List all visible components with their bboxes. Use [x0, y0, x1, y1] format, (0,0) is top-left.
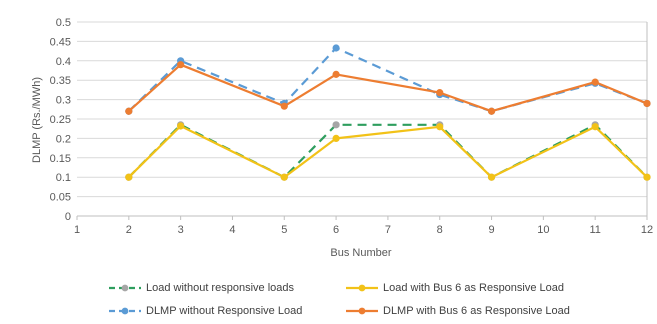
- legend-item: Load with Bus 6 as Responsive Load: [345, 280, 564, 296]
- data-point: [487, 173, 496, 181]
- x-tick-label: 12: [641, 224, 653, 236]
- x-tick-label: 6: [333, 224, 339, 236]
- y-tick-label: 0.5: [56, 17, 71, 29]
- legend-swatch: [346, 307, 378, 315]
- x-tick-label: 1: [74, 224, 80, 236]
- series-line: [128, 124, 648, 179]
- legend-label: DLMP with Bus 6 as Responsive Load: [383, 305, 570, 317]
- y-tick-label: 0.35: [50, 75, 71, 87]
- legend-item: DLMP without Responsive Load: [108, 303, 302, 319]
- x-tick-label: 8: [437, 224, 443, 236]
- data-point: [591, 123, 599, 131]
- legend-marker: [358, 284, 366, 292]
- legend: Load without responsive loads Load with B…: [0, 274, 657, 324]
- y-tick-label: 0.3: [56, 95, 71, 107]
- legend-item: DLMP with Bus 6 as Responsive Load: [345, 303, 570, 319]
- y-tick-label: 0.05: [50, 192, 71, 204]
- legend-item: Load without responsive loads: [108, 280, 294, 296]
- legend-label: Load without responsive loads: [146, 282, 294, 294]
- gridlines: [77, 21, 647, 198]
- x-tick-label: 9: [488, 224, 494, 236]
- data-point: [436, 123, 444, 131]
- data-point: [177, 122, 185, 130]
- legend-swatch: [109, 307, 141, 315]
- data-point: [332, 44, 340, 52]
- data-point: [487, 107, 496, 115]
- y-tick-label: 0.15: [50, 153, 71, 165]
- x-tick-label: 5: [281, 224, 287, 236]
- legend-swatch: [346, 284, 378, 292]
- legend-swatch: [109, 284, 141, 292]
- y-tick-label: 0.4: [56, 56, 71, 68]
- x-tick-label: 4: [229, 224, 235, 236]
- series-2: [125, 122, 651, 181]
- y-tick-label: 0.45: [50, 36, 71, 48]
- data-point: [125, 173, 133, 181]
- series-line: [128, 63, 648, 113]
- x-tick-label: 2: [126, 224, 132, 236]
- data-point: [643, 173, 651, 181]
- data-point: [332, 134, 340, 142]
- y-tick-labels: 0 0.05 0.1 0.15 0.2 0.25 0.3 0.35 0.4 0.45 0.5: [50, 17, 71, 223]
- x-tick-label: 3: [178, 224, 184, 236]
- x-tick-label: 11: [589, 224, 600, 236]
- x-tick-labels: 1 2 3 4 5 6 7 8 9 10 11 12: [74, 224, 653, 236]
- legend-marker: [121, 284, 129, 292]
- data-point: [591, 78, 599, 86]
- legend-marker: [121, 307, 129, 315]
- y-tick-label: 0.2: [56, 133, 71, 145]
- data-point: [280, 102, 288, 110]
- data-point: [125, 107, 133, 115]
- data-point: [332, 121, 340, 129]
- data-point: [280, 173, 288, 181]
- series-layer: [125, 44, 651, 181]
- series-4: [125, 61, 651, 115]
- legend-label: DLMP without Responsive Load: [146, 305, 303, 317]
- data-point: [436, 89, 444, 97]
- legend-label: Load with Bus 6 as Responsive Load: [383, 282, 565, 294]
- y-tick-label: 0.1: [56, 172, 71, 184]
- x-tick-label: 7: [385, 224, 391, 236]
- y-tick-label: 0: [65, 211, 71, 223]
- data-point: [332, 70, 340, 78]
- x-axis-label: Bus Number: [330, 247, 391, 259]
- legend-marker: [358, 307, 366, 315]
- data-point: [643, 99, 651, 108]
- x-tick-label: 10: [537, 224, 549, 236]
- axes: [76, 22, 648, 220]
- y-tick-label: 0.25: [50, 114, 71, 126]
- data-point: [177, 61, 185, 69]
- y-axis-label: DLMP (Rs./MWh): [31, 77, 43, 163]
